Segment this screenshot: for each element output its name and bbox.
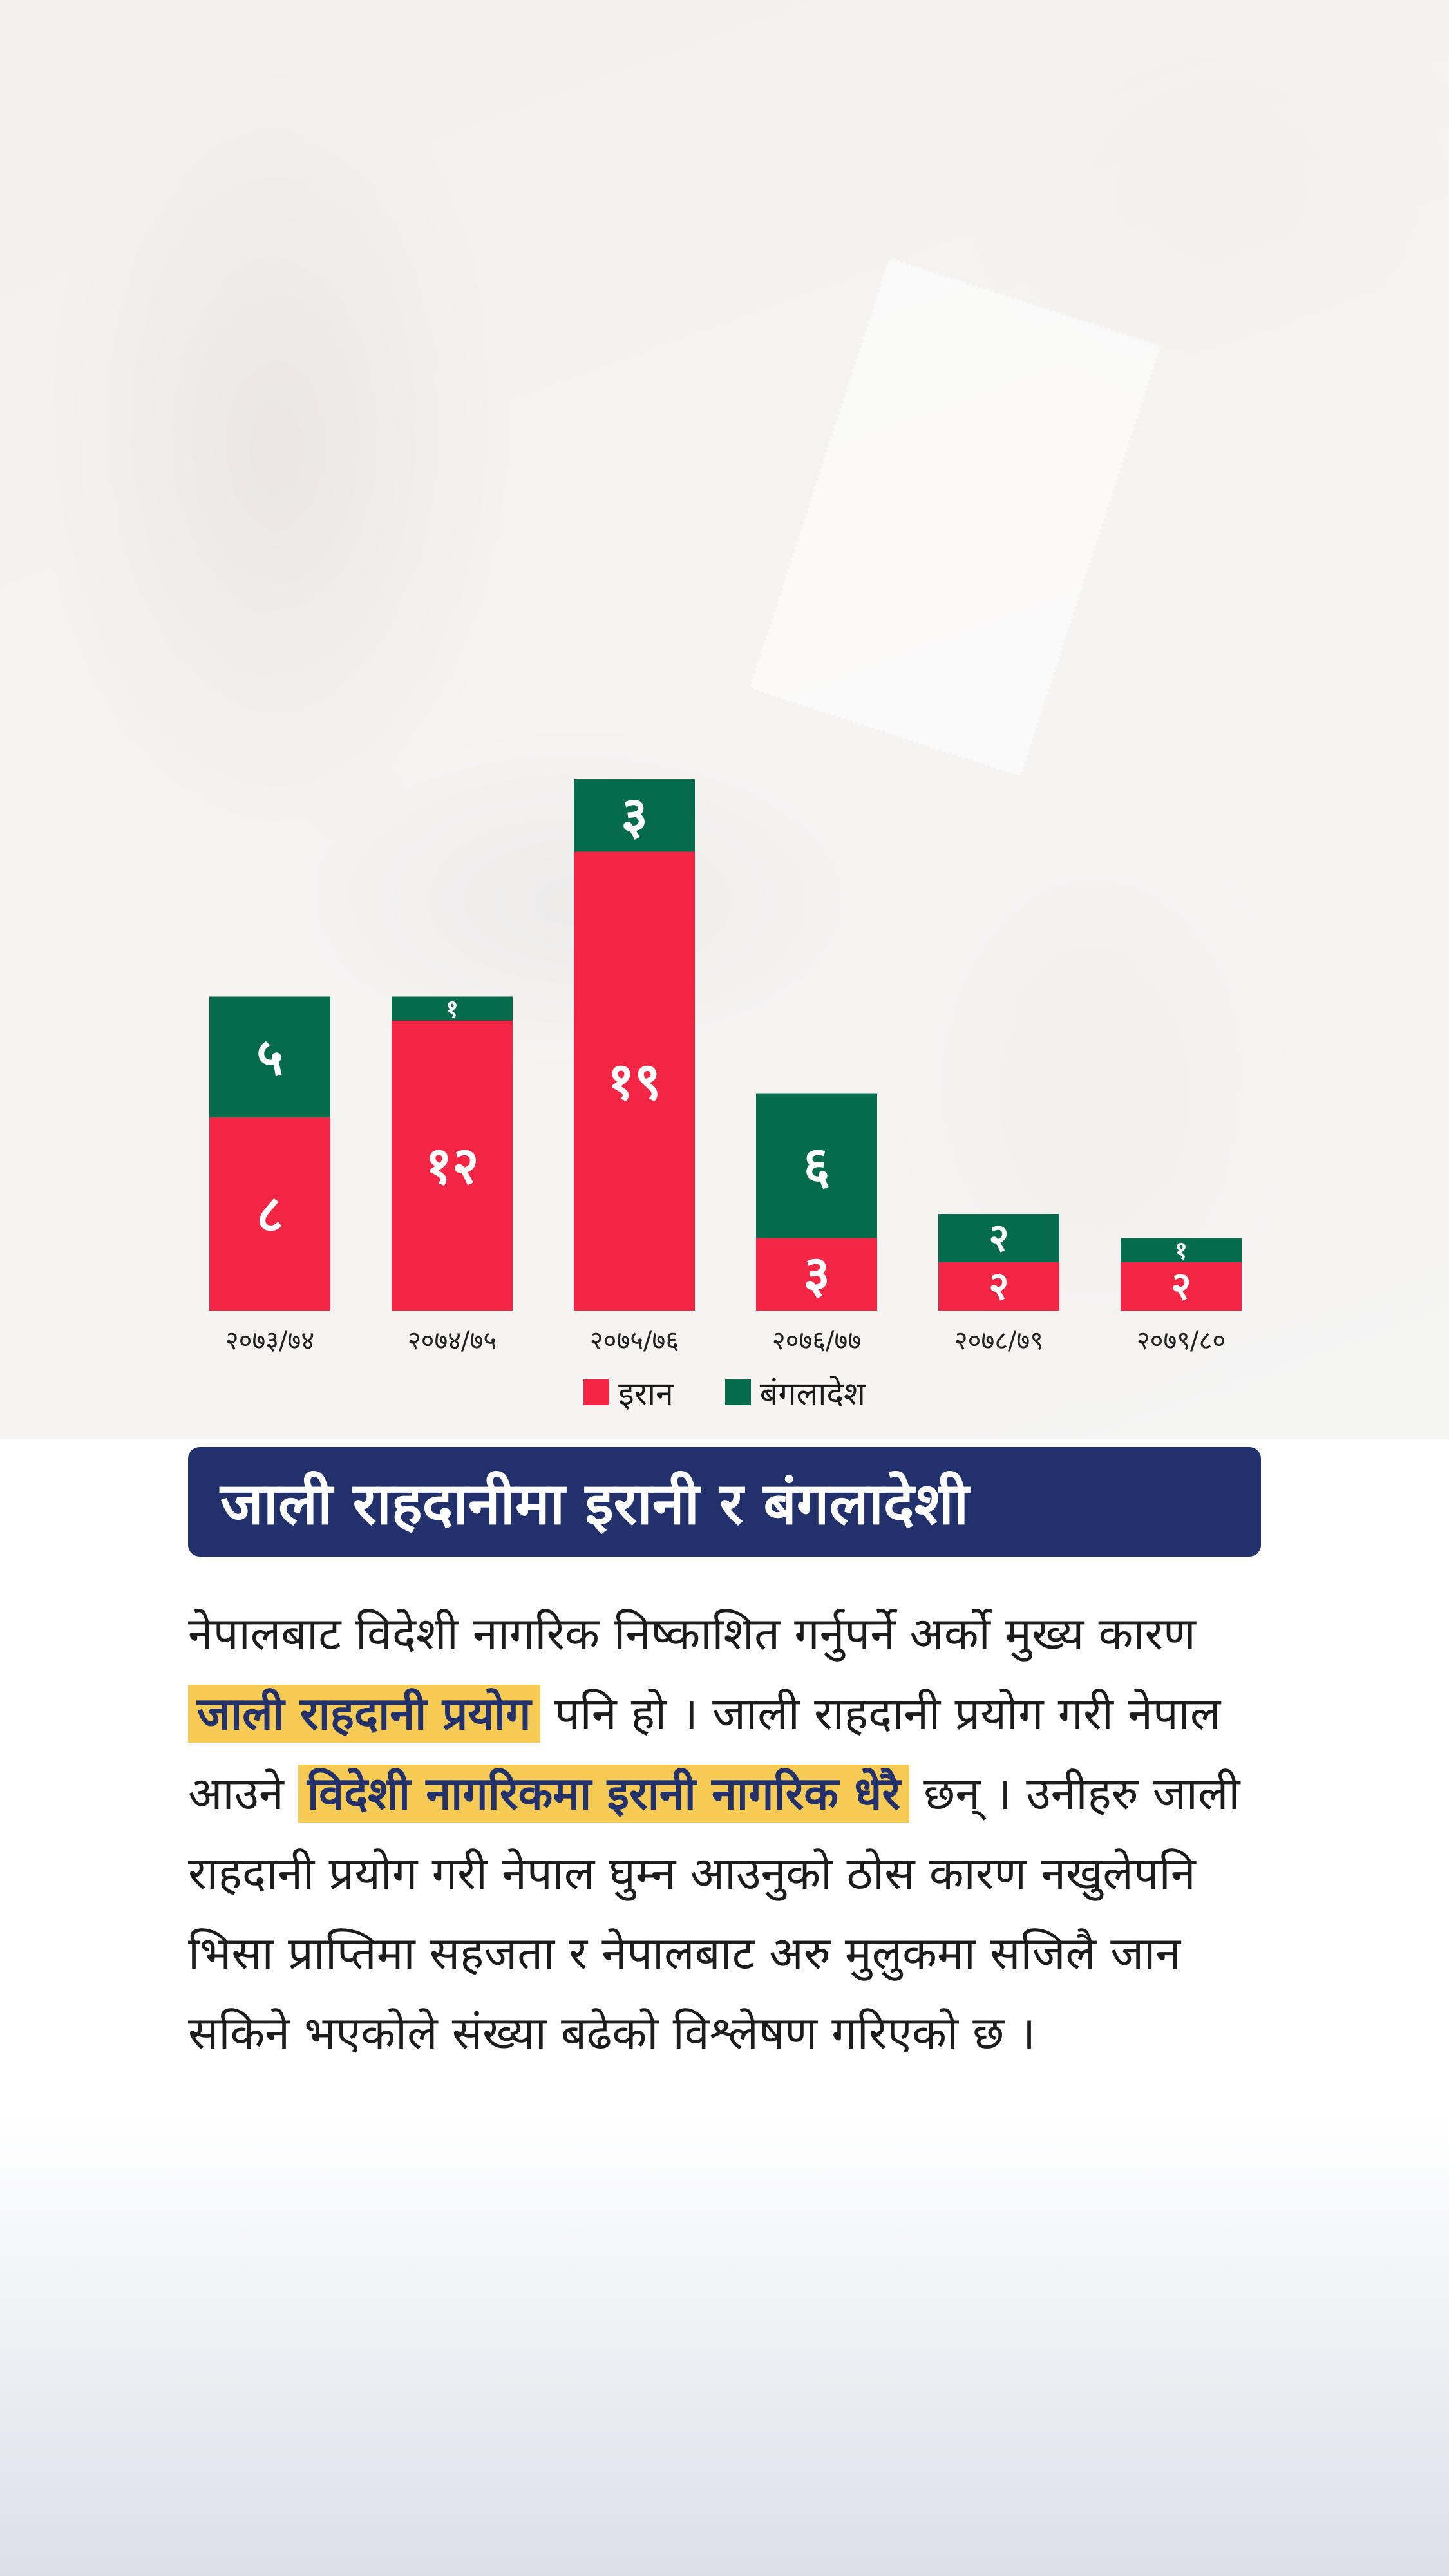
article-paragraph: नेपालबाट विदेशी नागरिक निष्काशित गर्नुपर… <box>188 1594 1283 2073</box>
legend-item-iran: इरान <box>583 1370 674 1414</box>
x-tick-label-3: २०७६/७७ <box>772 1326 861 1356</box>
bar-label-bangladesh-1: १ <box>446 994 459 1023</box>
x-tick-label-1: २०७४/७५ <box>408 1326 497 1356</box>
bar-bangladesh-2 <box>574 779 695 852</box>
article-text-2: पनि हो । जाली राहदानी प्रयोग गरी नेपाल आ… <box>188 1687 1221 1820</box>
hero-background: ८ ५ १२ १ १९ ३ ३ ६ २ २ २ १ २०७३/७४ २०७४/७५ २०७५/७६ २०७६… <box>0 0 1449 1439</box>
bar-label-iran-3: ३ <box>803 1244 830 1304</box>
bar-label-iran-2: १९ <box>607 1051 661 1111</box>
legend-label-iran: इरान <box>618 1375 674 1412</box>
highlight-fake-passport: जाली राहदानी प्रयोग <box>188 1685 540 1743</box>
bar-bangladesh-4 <box>938 1214 1059 1262</box>
legend-swatch-bangladesh <box>724 1379 751 1405</box>
bar-label-bangladesh-5: १ <box>1175 1236 1188 1264</box>
headline-banner: जाली राहदानीमा इरानी र बंगलादेशी <box>188 1447 1261 1557</box>
highlight-iranian-citizens: विदेशी नागरिकमा इरानी नागरिक धेरै <box>298 1765 910 1823</box>
legend-label-bangladesh: बंगलादेश <box>759 1375 866 1412</box>
bar-bangladesh-5 <box>1121 1238 1242 1262</box>
bar-bangladesh-0 <box>209 996 330 1117</box>
bar-label-iran-5: २ <box>1171 1264 1191 1309</box>
headline-text: जाली राहदानीमा इरानी र बंगलादेशी <box>220 1470 969 1538</box>
x-tick-label-2: २०७५/७६ <box>590 1326 679 1356</box>
legend-item-bangladesh: बंगलादेश <box>724 1370 866 1414</box>
article-text-1: नेपालबाट विदेशी नागरिक निष्काशित गर्नुपर… <box>188 1607 1196 1660</box>
legend-swatch-iran <box>583 1379 610 1405</box>
bar-label-bangladesh-0: ५ <box>256 1027 283 1087</box>
x-tick-label-5: २०७९/८० <box>1137 1326 1226 1356</box>
bar-iran-0 <box>209 1117 330 1311</box>
bar-iran-2 <box>574 851 695 1311</box>
bar-iran-4 <box>938 1262 1059 1311</box>
bar-label-bangladesh-4: २ <box>989 1216 1009 1261</box>
bar-label-iran-1: १२ <box>425 1136 478 1196</box>
bar-label-bangladesh-3: ६ <box>803 1136 830 1196</box>
bar-iran-5 <box>1121 1262 1242 1311</box>
bar-label-iran-0: ८ <box>256 1184 283 1244</box>
chart-legend: इरान बंगलादेश <box>0 1370 1449 1414</box>
bar-bangladesh-3 <box>756 1093 877 1238</box>
bar-label-bangladesh-2: ३ <box>621 786 648 846</box>
bar-iran-1 <box>392 1021 513 1311</box>
x-tick-labels: २०७३/७४ २०७४/७५ २०७५/७६ २०७६/७७ २०७८/७९ २०७९/… <box>225 1326 1226 1356</box>
x-tick-label-4: २०७८/७९ <box>954 1326 1043 1356</box>
article-text-3: छन् । उनीहरु जाली राहदानी प्रयोग गरी नेप… <box>188 1767 1240 2060</box>
bar-iran-3 <box>756 1238 877 1311</box>
bar-label-iran-4: २ <box>989 1264 1009 1309</box>
bar-bangladesh-1 <box>392 996 513 1021</box>
x-tick-label-0: २०७३/७४ <box>225 1326 314 1356</box>
